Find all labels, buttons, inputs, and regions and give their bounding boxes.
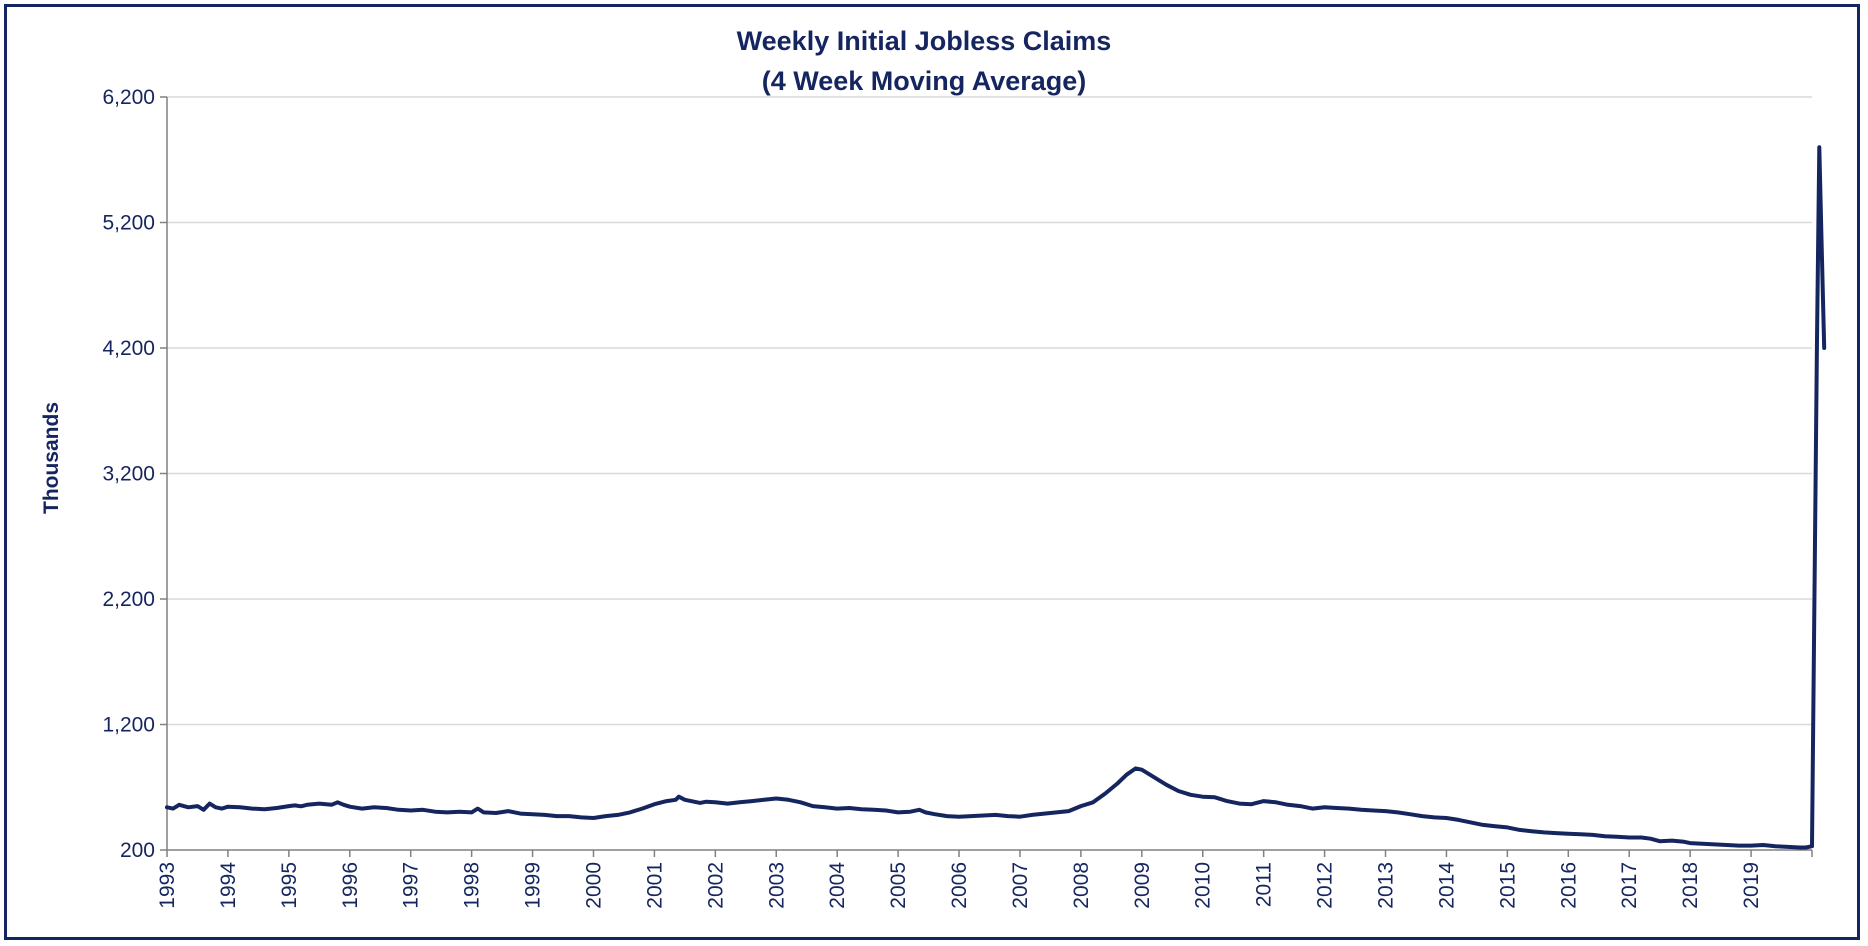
x-tick-label: 2004 (826, 862, 849, 909)
chart-frame (4, 4, 1860, 940)
series-line (165, 145, 1827, 850)
chart-title-line-2: (4 Week Moving Average) (762, 66, 1087, 96)
x-tick-label: 2008 (1070, 862, 1093, 909)
y-tick-label: 3,200 (102, 463, 155, 486)
x-tick-label: 2019 (1740, 862, 1763, 909)
y-tick-label: 5,200 (102, 212, 155, 235)
y-tick-label: 200 (120, 839, 155, 862)
x-tick-label: 2009 (1131, 862, 1154, 909)
x-tick-labels: 1993 1994 1995 1996 1997 1998 1999 2000 2001 2002… (156, 862, 1763, 909)
x-tick-label: 2007 (1009, 862, 1032, 909)
y-tick-label: 6,200 (102, 86, 155, 109)
x-tick-label: 2001 (643, 862, 666, 909)
x-tick-label: 2016 (1557, 862, 1580, 909)
y-tick-label: 4,200 (102, 337, 155, 360)
x-tick-label: 2017 (1618, 862, 1641, 909)
y-tick-label: 1,200 (102, 714, 155, 737)
x-tick-label: 1997 (400, 862, 423, 909)
y-tick-labels: 200 1,200 2,200 3,200 4,200 5,200 6,200 (102, 86, 155, 862)
x-tick-label: 2012 (1314, 862, 1337, 909)
x-tick-label: 1995 (278, 862, 301, 909)
x-tick-label: 2005 (887, 862, 910, 909)
x-tick-label: 2002 (704, 862, 727, 909)
x-tick-label: 1998 (461, 862, 484, 909)
x-tick-label: 2006 (948, 862, 971, 909)
x-tick-label: 2010 (1192, 862, 1215, 909)
x-tick-label: 1996 (339, 862, 362, 909)
axes (160, 96, 1813, 857)
gridlines (167, 96, 1812, 726)
x-tick-label: 2000 (582, 862, 605, 909)
x-tick-label: 2013 (1375, 862, 1398, 909)
x-tick-label: 1994 (217, 862, 240, 909)
x-tick-label: 2011 (1253, 862, 1276, 907)
x-tick-label: 2015 (1496, 862, 1519, 909)
x-tick-label: 2014 (1435, 862, 1458, 909)
chart-title-line-1: Weekly Initial Jobless Claims (737, 26, 1112, 56)
y-axis-label: Thousands (40, 402, 63, 514)
x-tick-label: 1999 (522, 862, 545, 909)
y-tick-label: 2,200 (102, 588, 155, 611)
x-tick-label: 2003 (765, 862, 788, 909)
series-layer (165, 145, 1827, 850)
x-tick-label: 1993 (156, 862, 179, 909)
x-tick-label: 2018 (1679, 862, 1702, 909)
